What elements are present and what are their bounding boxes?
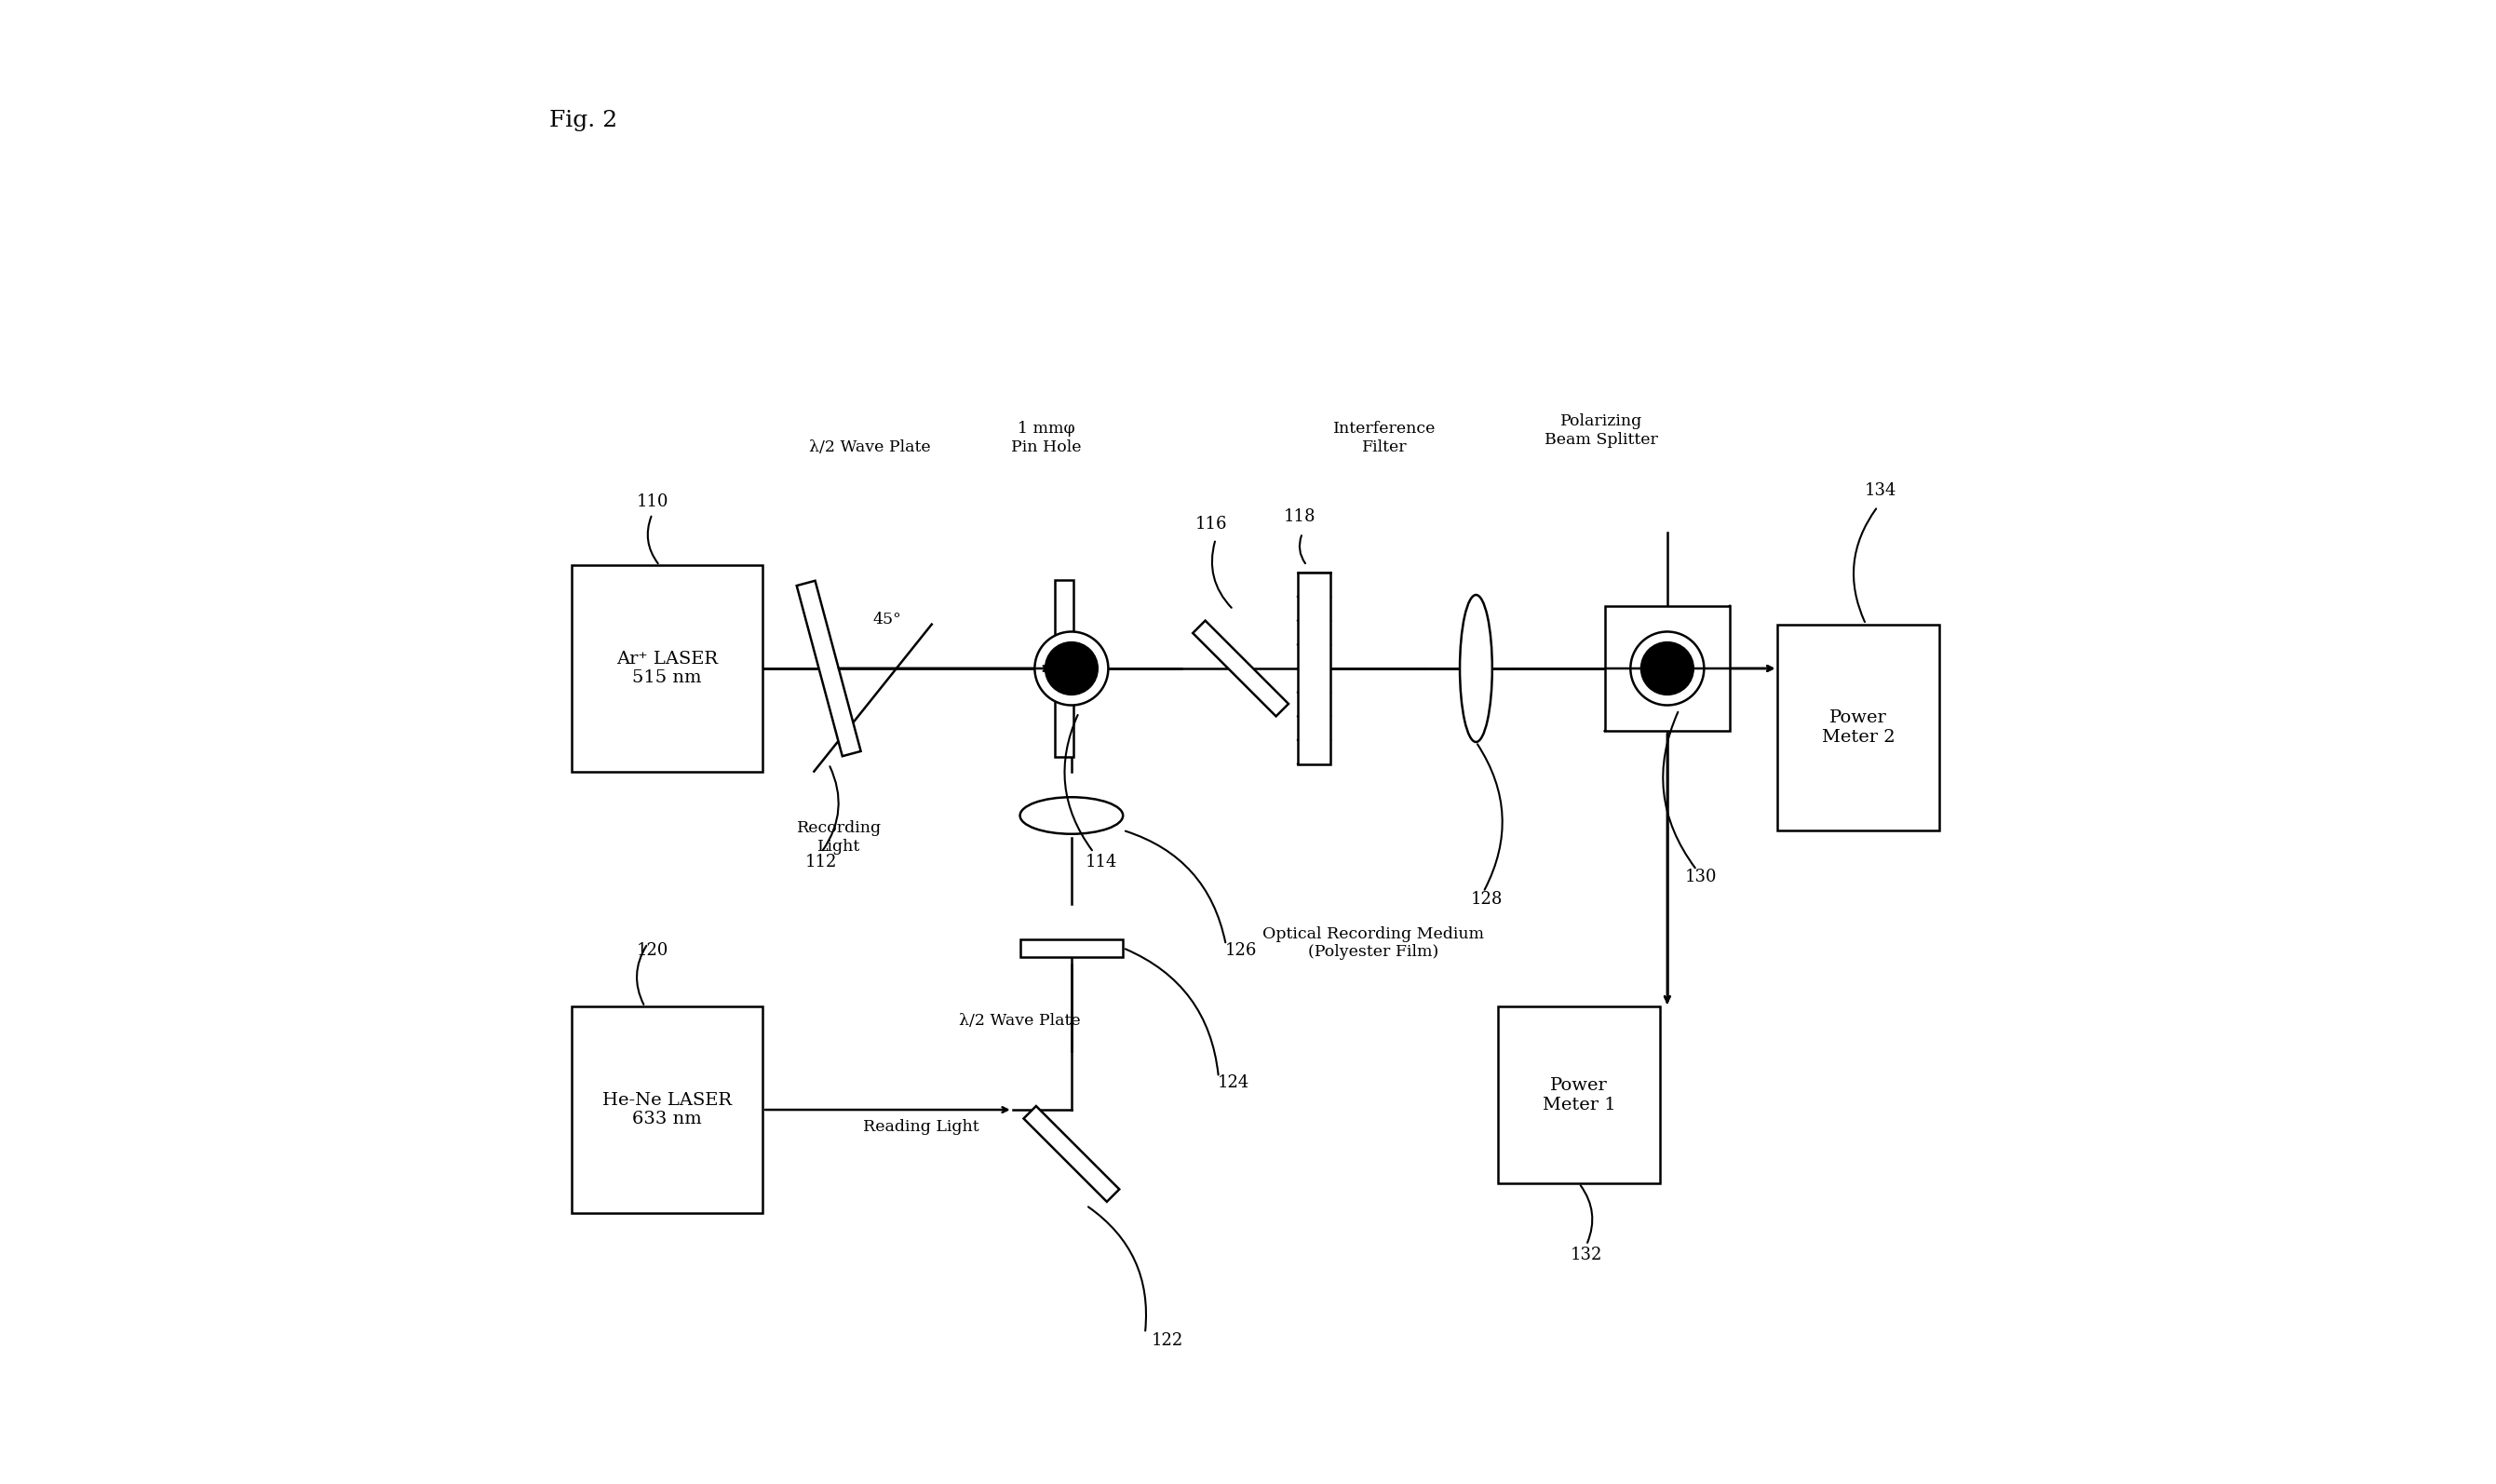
Circle shape — [1036, 632, 1108, 705]
Bar — [572, 1006, 764, 1212]
Bar — [1021, 939, 1123, 957]
Ellipse shape — [1460, 595, 1493, 742]
Text: 134: 134 — [1865, 482, 1897, 499]
Text: 116: 116 — [1196, 515, 1228, 533]
Text: λ/2 Wave Plate: λ/2 Wave Plate — [809, 439, 931, 456]
Bar — [1298, 573, 1330, 764]
Text: Power
Meter 2: Power Meter 2 — [1822, 709, 1894, 745]
Polygon shape — [1053, 580, 1073, 757]
Text: Fig. 2: Fig. 2 — [549, 110, 617, 131]
Polygon shape — [1023, 1106, 1118, 1202]
Text: 1 mmφ
Pin Hole: 1 mmφ Pin Hole — [1011, 421, 1081, 456]
Text: Reading Light: Reading Light — [864, 1119, 978, 1135]
Text: 110: 110 — [636, 494, 669, 510]
Polygon shape — [796, 580, 861, 757]
Text: 112: 112 — [806, 853, 836, 871]
Text: 45°: 45° — [874, 611, 901, 628]
Text: 126: 126 — [1226, 942, 1255, 959]
Text: 120: 120 — [636, 942, 669, 959]
Ellipse shape — [1021, 797, 1123, 834]
Polygon shape — [1193, 620, 1288, 717]
Circle shape — [1630, 632, 1705, 705]
Text: Ar⁺ LASER
515 nm: Ar⁺ LASER 515 nm — [617, 650, 719, 687]
Text: λ/2 Wave Plate: λ/2 Wave Plate — [958, 1014, 1081, 1028]
Bar — [572, 565, 764, 772]
Text: 124: 124 — [1218, 1074, 1248, 1091]
Text: Interference
Filter: Interference Filter — [1333, 421, 1435, 456]
Text: Power
Meter 1: Power Meter 1 — [1543, 1077, 1615, 1113]
Text: Polarizing
Beam Splitter: Polarizing Beam Splitter — [1545, 414, 1657, 448]
Text: 122: 122 — [1151, 1333, 1183, 1349]
Bar — [1498, 1006, 1660, 1183]
Bar — [1777, 625, 1939, 830]
Text: 132: 132 — [1570, 1247, 1602, 1263]
Bar — [1605, 605, 1730, 732]
Text: He-Ne LASER
633 nm: He-Ne LASER 633 nm — [602, 1092, 731, 1128]
Text: 114: 114 — [1086, 853, 1116, 871]
Circle shape — [1046, 643, 1098, 695]
Text: Recording
Light: Recording Light — [796, 821, 881, 855]
Text: 128: 128 — [1470, 890, 1503, 908]
Text: 130: 130 — [1685, 868, 1717, 886]
Text: 118: 118 — [1283, 509, 1315, 525]
Text: Optical Recording Medium
(Polyester Film): Optical Recording Medium (Polyester Film… — [1263, 926, 1483, 960]
Circle shape — [1640, 643, 1695, 695]
